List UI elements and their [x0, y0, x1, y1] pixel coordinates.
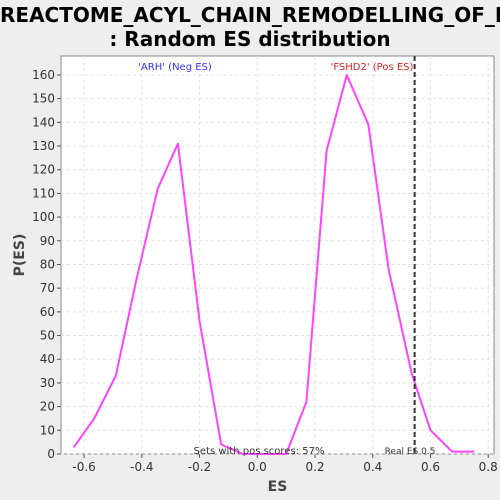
sets-pos-scores-label: Sets with pos scores: 57%: [194, 446, 325, 457]
data-point: [345, 74, 348, 76]
pos-es-label: 'FSHD2' (Pos ES): [331, 62, 414, 73]
x-tick-label: 0.4: [363, 460, 382, 474]
y-axis-label: P(ES): [12, 234, 28, 277]
x-tick-label: 0.0: [248, 460, 267, 474]
y-tick-label: 60: [40, 305, 55, 319]
y-tick-label: 20: [40, 400, 55, 414]
neg-es-label: 'ARH' (Neg ES): [138, 62, 212, 73]
x-tick-label: 0.6: [421, 460, 440, 474]
y-tick-label: 120: [32, 163, 55, 177]
data-point: [367, 123, 370, 126]
y-tick-label: 40: [40, 352, 55, 366]
y-tick-label: 150: [32, 92, 55, 106]
data-point: [135, 280, 137, 282]
data-point: [429, 429, 432, 432]
chart-title-line1: REACTOME_ACYL_CHAIN_REMODELLING_OF_PI: [0, 3, 500, 27]
y-tick-label: 30: [40, 376, 55, 390]
x-axis-label: ES: [268, 479, 288, 495]
y-tick-label: 10: [40, 423, 55, 437]
plot-area: [60, 55, 495, 455]
x-tick-label: -0.4: [130, 460, 153, 474]
data-point: [305, 401, 308, 403]
data-point: [325, 149, 328, 152]
y-tick-label: 50: [40, 329, 55, 343]
x-tick-label: 0.2: [305, 460, 324, 474]
data-point: [177, 142, 179, 145]
y-tick-label: 140: [32, 115, 55, 129]
y-tick-label: 160: [32, 68, 55, 82]
y-tick-label: 130: [32, 139, 55, 153]
y-tick-label: 100: [32, 210, 55, 224]
data-point: [387, 268, 390, 271]
y-tick-label: 80: [40, 257, 55, 271]
data-point: [156, 187, 159, 190]
x-tick-label: -0.2: [188, 460, 211, 474]
data-point: [410, 372, 413, 375]
data-point: [220, 443, 223, 446]
data-point: [451, 450, 453, 453]
real-es-label: Real ES 0.5: [385, 447, 436, 457]
y-tick-label: 110: [32, 186, 55, 200]
data-point: [93, 417, 95, 420]
x-tick-label: 0.8: [479, 460, 498, 474]
data-point: [198, 320, 201, 323]
x-tick-label: -0.6: [72, 460, 95, 474]
data-point: [472, 450, 475, 453]
chart-title-line2: : Random ES distribution: [109, 27, 391, 51]
y-tick-label: 90: [40, 234, 55, 248]
data-point: [73, 446, 75, 448]
data-point: [115, 375, 117, 377]
y-tick-label: 0: [47, 447, 55, 461]
y-tick-label: 70: [40, 281, 55, 295]
data-point: [285, 453, 287, 455]
data-point: [242, 453, 244, 455]
